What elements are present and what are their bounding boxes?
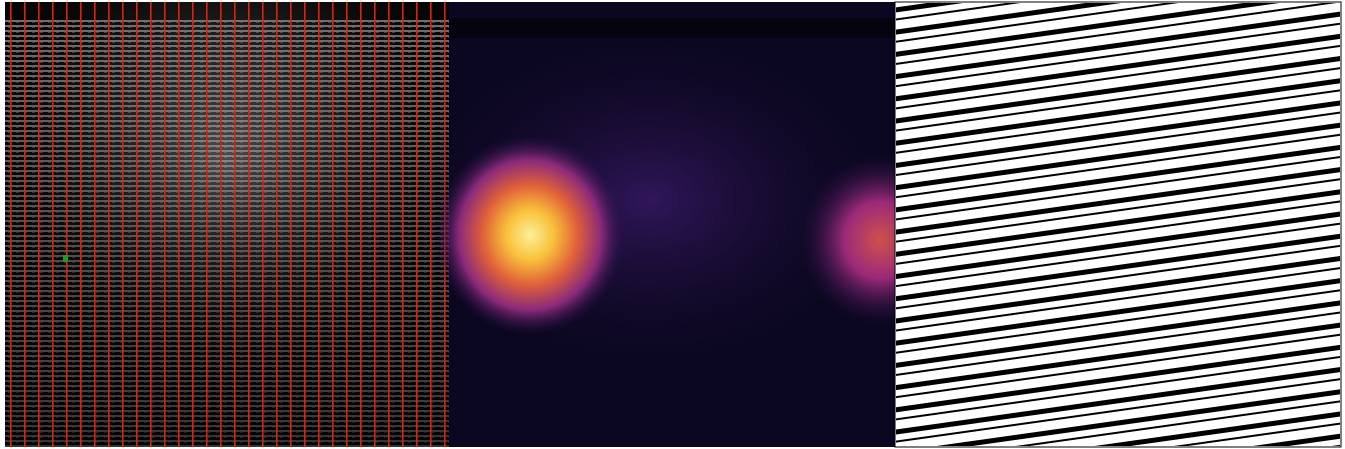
panel-binary-image <box>895 2 1341 447</box>
hot-spot-left <box>435 135 625 335</box>
image-panels <box>0 0 1345 449</box>
panel-grid-image <box>5 2 449 447</box>
green-marker <box>63 255 68 262</box>
red-lines <box>5 2 449 447</box>
diagonal-stripes <box>896 3 1340 446</box>
panel-heatmap <box>410 2 960 447</box>
page <box>0 0 1345 449</box>
